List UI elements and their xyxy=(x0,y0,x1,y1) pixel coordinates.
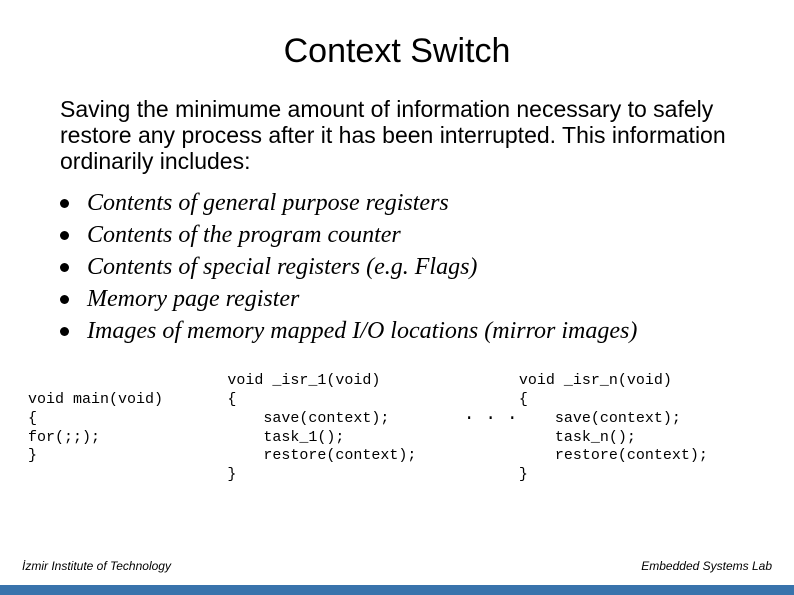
bullet-icon xyxy=(60,327,69,336)
code-main: void main(void) { for(;;); } xyxy=(28,391,227,466)
list-item: Memory page register xyxy=(60,284,734,314)
footer-right: Embedded Systems Lab xyxy=(641,559,772,573)
footer-left: İzmir Institute of Technology xyxy=(22,559,171,573)
bullet-list: Contents of general purpose registers Co… xyxy=(60,188,734,346)
bullet-icon xyxy=(60,231,69,240)
list-item: Images of memory mapped I/O locations (m… xyxy=(60,316,734,346)
code-isrn: void _isr_n(void) { save(context); task_… xyxy=(519,372,754,485)
code-isr1: void _isr_1(void) { save(context); task_… xyxy=(227,372,462,485)
bullet-text: Memory page register xyxy=(87,284,299,314)
slide-title: Context Switch xyxy=(40,32,754,71)
bullet-text: Contents of special registers (e.g. Flag… xyxy=(87,252,477,282)
ellipsis: . . . xyxy=(462,405,518,453)
bullet-text: Images of memory mapped I/O locations (m… xyxy=(87,316,637,346)
code-row: void main(void) { for(;;); } void _isr_1… xyxy=(40,372,754,485)
bullet-text: Contents of general purpose registers xyxy=(87,188,449,218)
bullet-icon xyxy=(60,295,69,304)
bullet-icon xyxy=(60,199,69,208)
bullet-text: Contents of the program counter xyxy=(87,220,401,250)
intro-paragraph: Saving the minimume amount of informatio… xyxy=(60,97,734,174)
list-item: Contents of the program counter xyxy=(60,220,734,250)
bottom-accent-bar xyxy=(0,585,794,595)
bullet-icon xyxy=(60,263,69,272)
list-item: Contents of special registers (e.g. Flag… xyxy=(60,252,734,282)
list-item: Contents of general purpose registers xyxy=(60,188,734,218)
